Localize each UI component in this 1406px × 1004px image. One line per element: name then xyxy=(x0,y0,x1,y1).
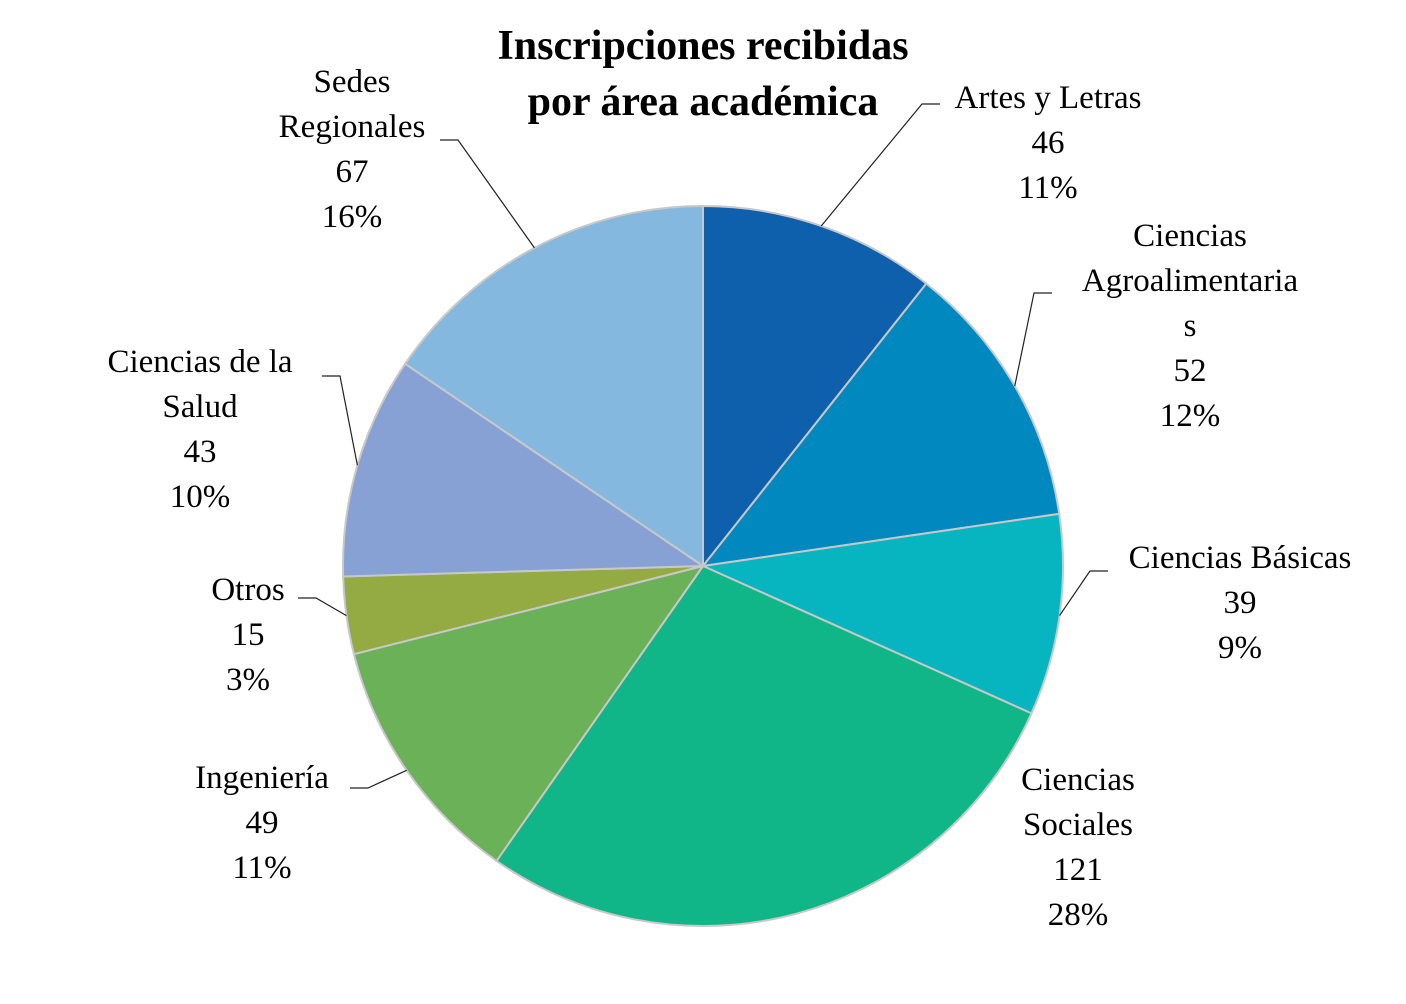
leader-line-7 xyxy=(322,375,358,466)
pie-slice-4 xyxy=(495,564,1033,927)
data-label-6: Otros 15 3% xyxy=(88,568,408,703)
pie-slice-8 xyxy=(403,204,704,568)
data-label-value: 49 xyxy=(245,805,279,841)
data-label-value: 46 xyxy=(1031,125,1065,161)
data-label-category: Sedes xyxy=(313,64,391,100)
data-label-3: Ciencias Básicas 39 9% xyxy=(1080,536,1400,671)
chart-title-line-2: por área académica xyxy=(527,79,879,125)
data-label-category: Ciencias Básicas xyxy=(1128,540,1352,576)
data-label-1: Artes y Letras 46 11% xyxy=(888,76,1208,211)
data-label-category: Salud xyxy=(162,389,238,425)
data-label-percent: 11% xyxy=(1018,170,1078,206)
data-label-value: 121 xyxy=(1053,852,1103,888)
data-label-7: Ciencias de la Salud 43 10% xyxy=(40,340,360,520)
data-label-category: Artes y Letras xyxy=(954,80,1142,116)
data-label-2: Ciencias Agroalimentaria s 52 12% xyxy=(1030,214,1350,439)
leader-line-3 xyxy=(1059,570,1108,616)
data-label-value: 15 xyxy=(231,617,265,653)
data-label-percent: 12% xyxy=(1159,398,1221,434)
data-label-8: Sedes Regionales 67 16% xyxy=(192,60,512,240)
data-label-category: Ciencias xyxy=(1021,762,1135,798)
data-label-category: Otros xyxy=(211,572,285,608)
data-label-5: Ingeniería 49 11% xyxy=(102,756,422,891)
pie-slice-7 xyxy=(342,362,707,578)
chart-title-line-1: Inscripciones recibidas xyxy=(497,23,909,69)
pie-slice-3 xyxy=(699,512,1064,715)
data-label-percent: 9% xyxy=(1218,630,1262,666)
data-label-value: 43 xyxy=(183,434,217,470)
data-label-percent: 11% xyxy=(232,850,292,886)
data-label-percent: 3% xyxy=(226,662,270,698)
data-label-category: Ciencias xyxy=(1133,218,1247,254)
data-label-category: s xyxy=(1183,308,1197,344)
data-label-percent: 28% xyxy=(1047,897,1109,933)
leader-line-5 xyxy=(350,769,407,789)
leader-line-1 xyxy=(820,103,940,227)
data-label-value: 67 xyxy=(335,154,369,190)
data-label-4: Ciencias Sociales 121 28% xyxy=(918,758,1238,938)
data-label-category: Sociales xyxy=(1023,807,1133,843)
data-label-value: 52 xyxy=(1173,353,1207,389)
data-label-category: Agroalimentaria xyxy=(1081,263,1299,299)
data-label-category: Regionales xyxy=(278,109,426,145)
leader-line-2 xyxy=(1014,292,1052,387)
leader-line-8 xyxy=(440,139,535,249)
leader-line-6 xyxy=(298,597,347,617)
data-label-category: Ingeniería xyxy=(195,760,329,796)
pie-slice-5 xyxy=(352,564,706,863)
data-label-percent: 16% xyxy=(321,199,383,235)
data-label-percent: 10% xyxy=(169,479,231,515)
data-label-value: 39 xyxy=(1223,585,1257,621)
data-label-category: Ciencias de la xyxy=(107,344,293,380)
